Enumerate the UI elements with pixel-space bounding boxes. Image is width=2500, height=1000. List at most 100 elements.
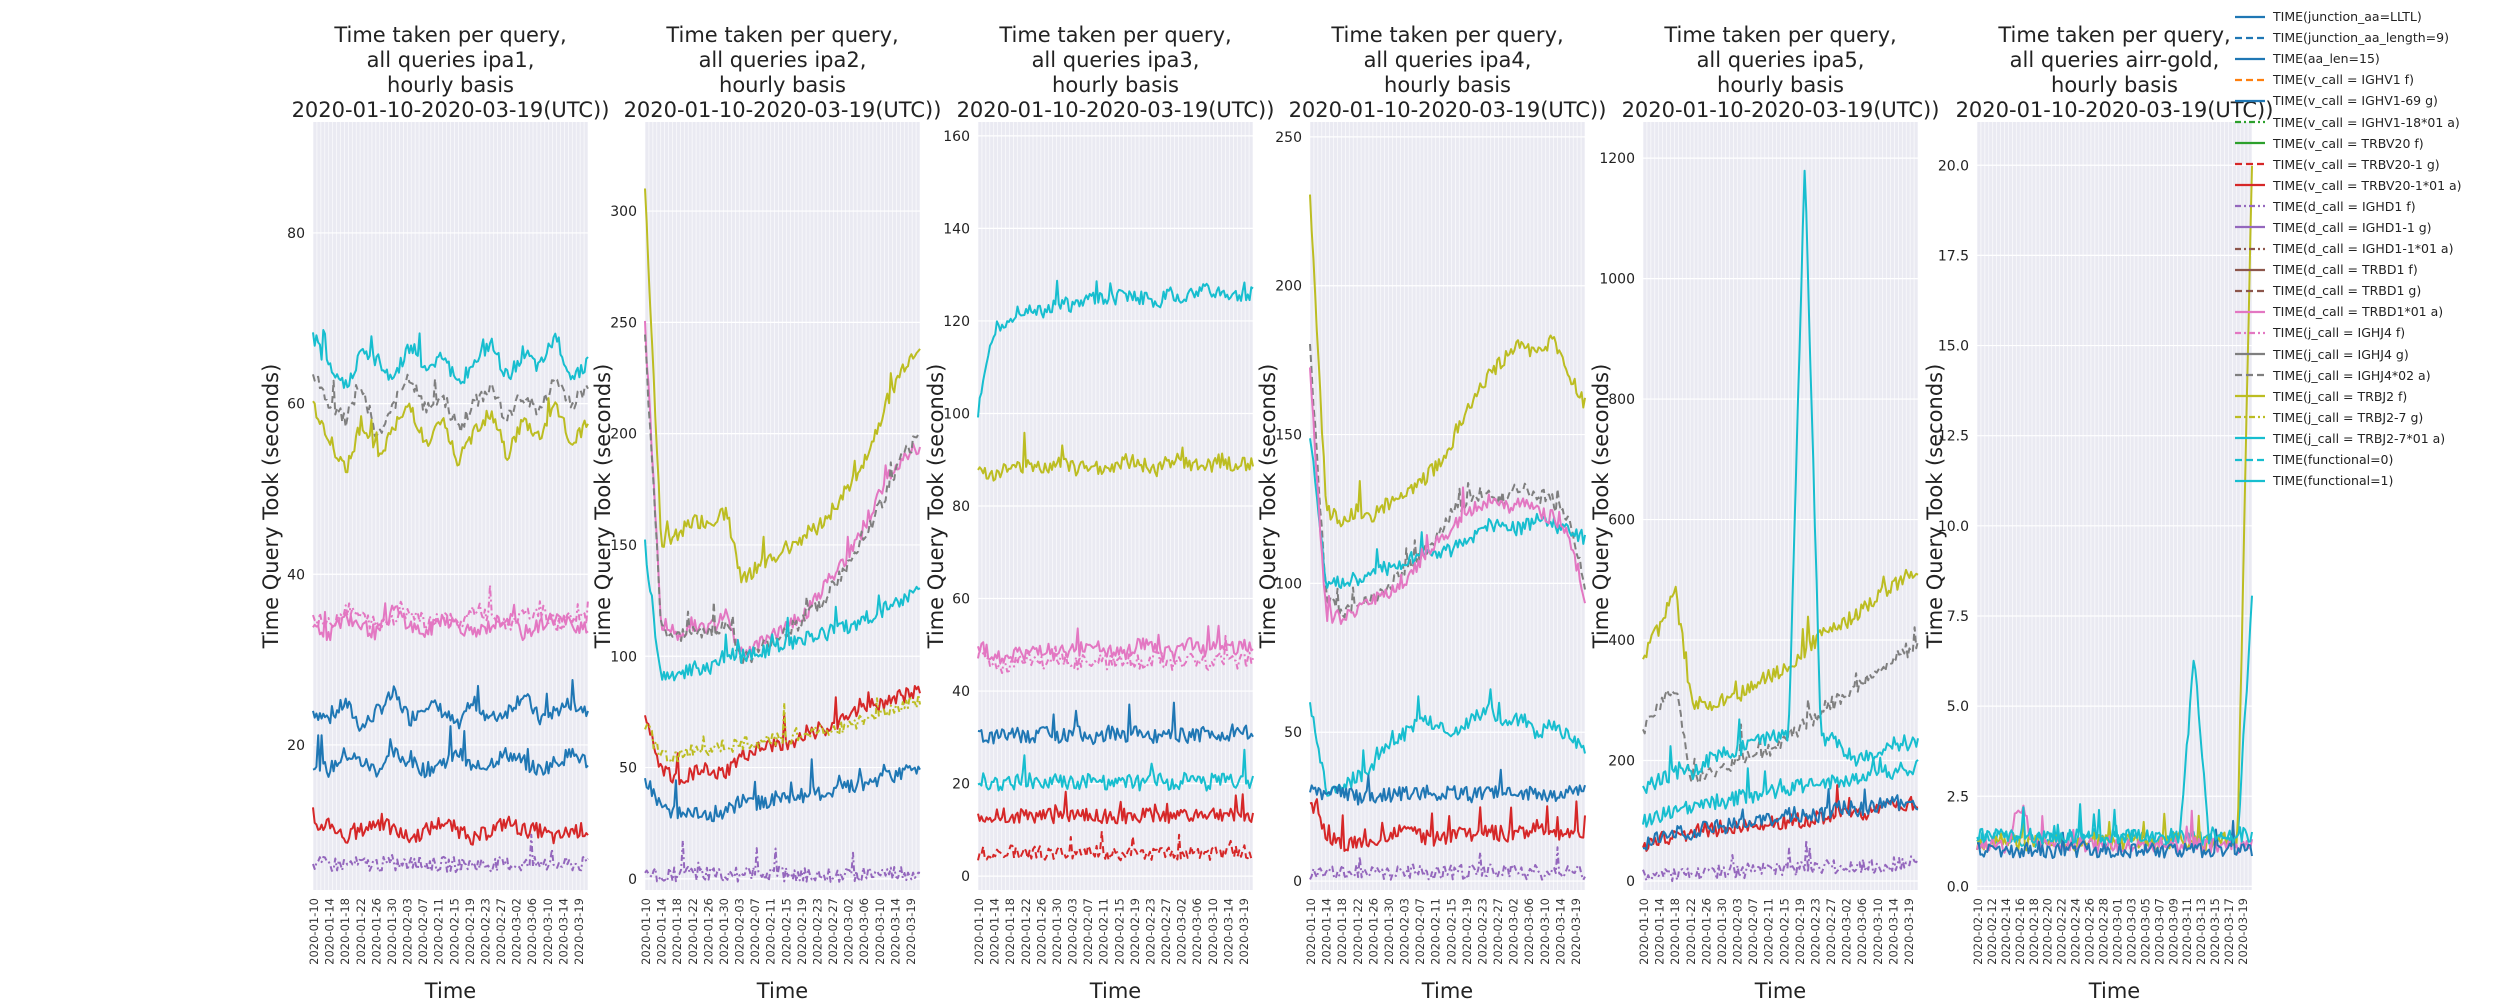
x-tick-label: 2020-03-19 bbox=[1569, 898, 1583, 965]
x-tick-label: 2020-03-14 bbox=[1553, 898, 1567, 965]
y-tick-label: 100 bbox=[943, 406, 970, 422]
y-tick-label: 5.0 bbox=[1947, 699, 1969, 715]
x-tick-label: 2020-02-15 bbox=[1444, 898, 1458, 965]
x-tick-label: 2020-02-11 bbox=[1097, 898, 1111, 965]
series-line bbox=[1309, 194, 1586, 528]
y-tick-label: 300 bbox=[610, 204, 637, 220]
y-tick-label: 60 bbox=[952, 592, 970, 608]
series-line bbox=[1309, 688, 1586, 797]
x-tick-label: 2020-01-30 bbox=[1050, 898, 1064, 965]
x-tick-label: 2020-03-03 bbox=[2124, 898, 2138, 965]
legend-swatch bbox=[2235, 99, 2265, 103]
y-axis-label: Time Query Took (seconds) bbox=[591, 364, 615, 650]
legend-entry: TIME(d_call = TRBD1 g) bbox=[2235, 280, 2497, 301]
series-line bbox=[977, 624, 1254, 665]
series-line bbox=[644, 188, 921, 584]
x-tick-label: 2020-01-30 bbox=[1715, 898, 1729, 965]
chart-title-line: Time taken per query, bbox=[998, 23, 1231, 47]
x-tick-label: 2020-03-02 bbox=[842, 898, 856, 965]
y-tick-label: 40 bbox=[952, 684, 970, 700]
x-tick-label: 2020-03-02 bbox=[1507, 898, 1521, 965]
series-line bbox=[1976, 595, 2253, 848]
x-tick-label: 2020-02-14 bbox=[1999, 898, 2013, 965]
x-tick-label: 2020-03-02 bbox=[510, 898, 524, 965]
x-tick-label: 2020-02-07 bbox=[1081, 898, 1095, 965]
x-tick-label: 2020-03-10 bbox=[1538, 898, 1552, 965]
series-line bbox=[1309, 367, 1586, 625]
series-line bbox=[644, 334, 921, 667]
x-tick-label: 2020-02-23 bbox=[810, 898, 824, 965]
x-tick-label: 2020-02-27 bbox=[494, 898, 508, 965]
chart-title-line: 2020-01-10-2020-03-19(UTC)) bbox=[624, 98, 942, 122]
y-tick-label: 20 bbox=[952, 777, 970, 793]
x-tick-label: 2020-02-07 bbox=[748, 898, 762, 965]
series-line bbox=[312, 833, 589, 874]
legend-entry: TIME(d_call = IGHD1 f) bbox=[2235, 196, 2497, 217]
x-tick-label: 2020-03-19 bbox=[904, 898, 918, 965]
legend-label: TIME(aa_len=15) bbox=[2273, 51, 2380, 67]
x-tick-label: 2020-02-24 bbox=[2069, 898, 2083, 965]
x-tick-label: 2020-02-22 bbox=[2055, 898, 2069, 965]
series-line bbox=[977, 431, 1254, 482]
legend-label: TIME(d_call = IGHD1 f) bbox=[2273, 198, 2416, 214]
chart-title-line: hourly basis bbox=[719, 73, 846, 97]
chart-title-line: 2020-01-10-2020-03-19(UTC)) bbox=[957, 98, 1275, 122]
legend-entry: TIME(functional=1) bbox=[2235, 470, 2497, 491]
x-tick-label: 2020-02-03 bbox=[1731, 898, 1745, 965]
x-tick-label: 2020-03-15 bbox=[2208, 898, 2222, 965]
series-line bbox=[977, 279, 1254, 418]
chart-title-line: 2020-01-10-2020-03-19(UTC)) bbox=[292, 98, 610, 122]
legend-label: TIME(d_call = IGHD1-1*01 a) bbox=[2273, 241, 2454, 257]
x-tick-label: 2020-02-23 bbox=[478, 898, 492, 965]
chart-title-line: 2020-01-10-2020-03-19(UTC)) bbox=[1622, 98, 1940, 122]
y-tick-label: 400 bbox=[1608, 633, 1635, 649]
series-line bbox=[312, 807, 589, 846]
x-tick-label: 2020-02-23 bbox=[1808, 898, 1822, 965]
x-tick-label: 2020-02-03 bbox=[733, 898, 747, 965]
x-tick-label: 2020-03-19 bbox=[1902, 898, 1916, 965]
y-axis-label: Time Query Took (seconds) bbox=[259, 364, 283, 650]
x-tick-label: 2020-01-10 bbox=[972, 898, 986, 965]
series-line bbox=[312, 725, 589, 779]
legend-swatch bbox=[2235, 416, 2265, 419]
y-tick-label: 100 bbox=[1275, 576, 1302, 592]
x-tick-label: 2020-01-26 bbox=[701, 898, 715, 965]
x-tick-label: 2020-03-13 bbox=[2194, 898, 2208, 965]
x-tick-label: 2020-02-23 bbox=[1143, 898, 1157, 965]
x-tick-label: 2020-02-27 bbox=[1491, 898, 1505, 965]
y-tick-label: 200 bbox=[1275, 279, 1302, 295]
x-tick-label: 2020-02-03 bbox=[1066, 898, 1080, 965]
legend-entry: TIME(j_call = TRBJ2-7 g) bbox=[2235, 407, 2497, 428]
x-tick-label: 2020-03-06 bbox=[857, 898, 871, 965]
x-axis-label: Time bbox=[1089, 979, 1141, 1000]
legend-entry: TIME(j_call = TRBJ2-7*01 a) bbox=[2235, 428, 2497, 449]
x-tick-label: 2020-01-22 bbox=[1351, 898, 1365, 965]
legend-label: TIME(d_call = TRBD1 g) bbox=[2273, 283, 2422, 299]
x-tick-label: 2020-02-15 bbox=[1112, 898, 1126, 965]
legend-entry: TIME(functional=0) bbox=[2235, 449, 2497, 470]
y-axis-label: Time Query Took (seconds) bbox=[1923, 364, 1947, 650]
chart-title-line: all queries ipa5, bbox=[1697, 48, 1865, 72]
x-tick-label: 2020-01-10 bbox=[1637, 898, 1651, 965]
series-line bbox=[312, 602, 589, 642]
y-tick-label: 20.0 bbox=[1938, 158, 1969, 174]
chart-title-line: hourly basis bbox=[2051, 73, 2178, 97]
x-tick-label: 2020-03-19 bbox=[572, 898, 586, 965]
x-tick-label: 2020-03-10 bbox=[873, 898, 887, 965]
chart-title-line: Time taken per query, bbox=[1330, 23, 1563, 47]
y-tick-label: 15.0 bbox=[1938, 339, 1969, 355]
y-tick-label: 7.5 bbox=[1947, 609, 1969, 625]
legend-entry: TIME(junction_aa_length=9) bbox=[2235, 27, 2497, 48]
y-tick-label: 2.5 bbox=[1947, 789, 1969, 805]
legend-swatch bbox=[2235, 142, 2265, 145]
legend-entry: TIME(j_call = IGHJ4 f) bbox=[2235, 322, 2497, 343]
x-tick-label: 2020-01-14 bbox=[988, 898, 1002, 965]
chart-title-line: all queries ipa2, bbox=[699, 48, 867, 72]
legend-swatch bbox=[2235, 57, 2265, 60]
series-line bbox=[977, 701, 1254, 746]
legend-label: TIME(v_call = IGHV1-69 g) bbox=[2273, 93, 2438, 109]
y-tick-label: 50 bbox=[619, 761, 637, 777]
x-axis-label: Time bbox=[1421, 979, 1473, 1000]
legend-swatch bbox=[2235, 120, 2265, 124]
